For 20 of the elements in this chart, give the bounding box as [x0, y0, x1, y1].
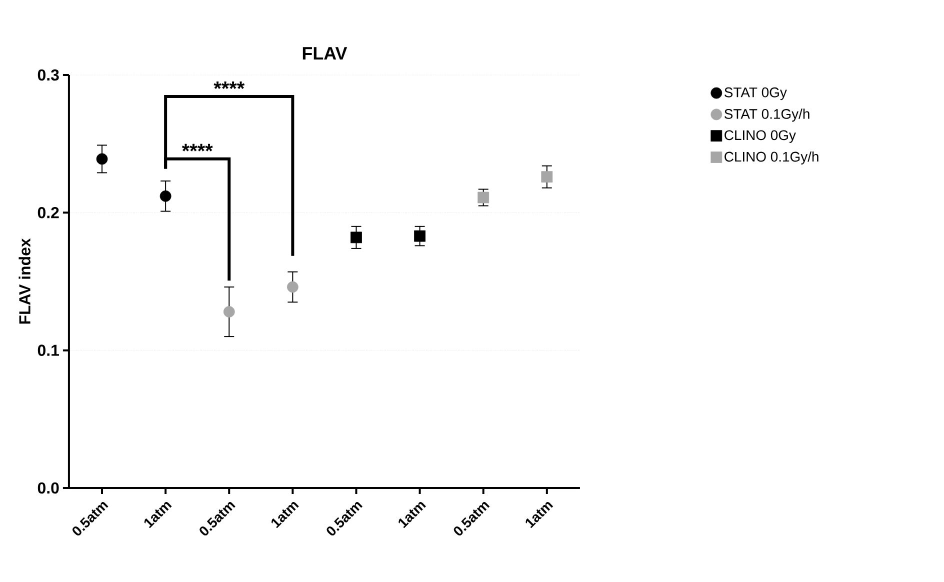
point [350, 232, 362, 244]
legend-label: CLINO 0Gy [724, 130, 796, 143]
point [414, 230, 426, 242]
legend-label: CLINO 0.1Gy/h [724, 151, 818, 164]
y-tick-label: 0.0 [38, 482, 59, 494]
chart-title: FLAV [302, 47, 348, 60]
y-tick-label: 0.2 [38, 207, 59, 218]
point [223, 306, 235, 318]
point [96, 153, 108, 165]
y-tick-label: 0.3 [38, 69, 59, 81]
point [478, 192, 490, 204]
point [541, 171, 553, 183]
annotation: **** [214, 82, 245, 89]
annotation: **** [182, 144, 213, 152]
point [286, 281, 298, 293]
legend-label: STAT 0.1Gy/h [724, 108, 810, 122]
y-axis-title: FLAV index [18, 238, 30, 324]
point [160, 190, 172, 202]
y-tick-label: 0.1 [38, 344, 59, 356]
legend-label: STAT 0Gy [724, 87, 787, 100]
